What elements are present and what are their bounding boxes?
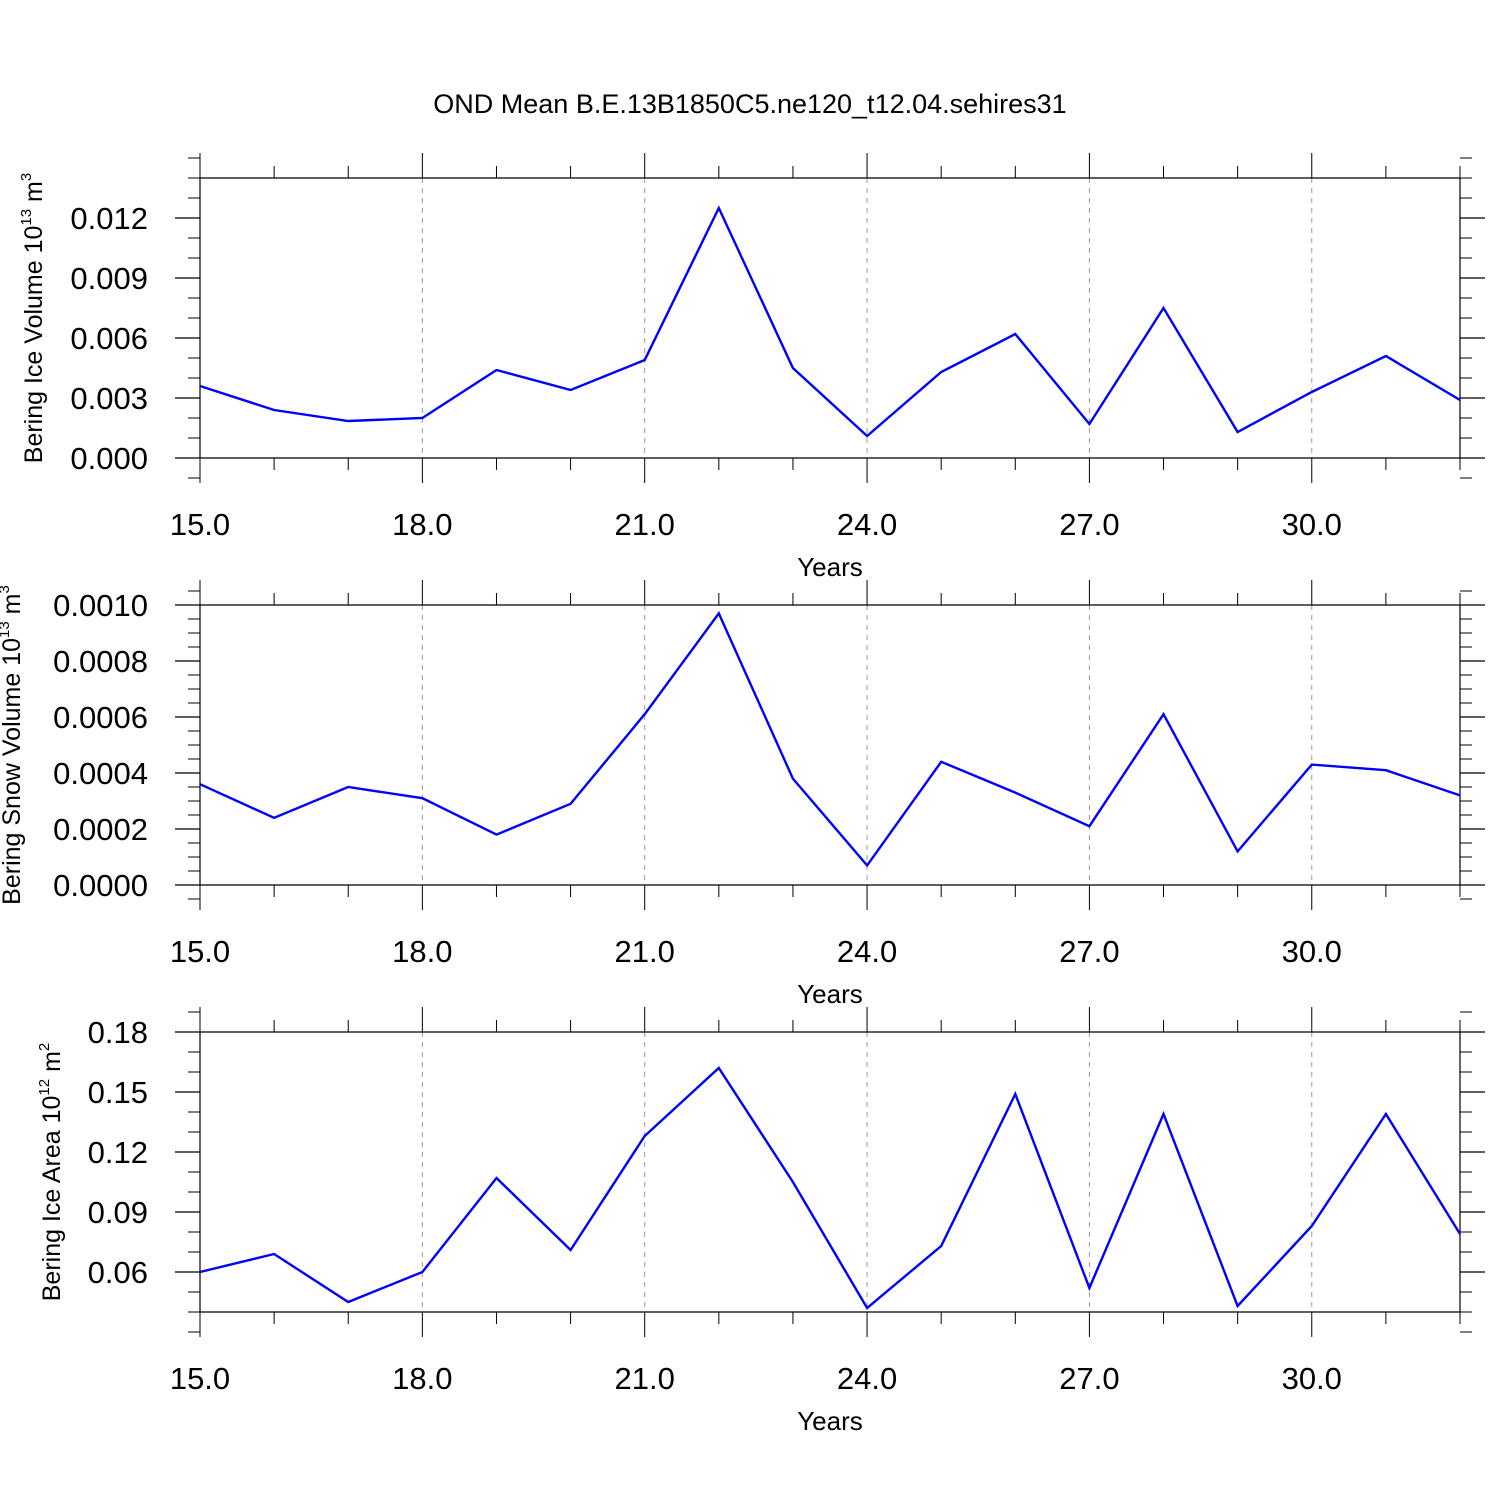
x-tick-label: 15.0 xyxy=(170,1361,230,1396)
y-tick-label: 0.0002 xyxy=(53,812,148,847)
y-tick-label: 0.12 xyxy=(88,1135,148,1170)
y-tick-label: 0.006 xyxy=(70,321,148,356)
y-axis-title-unit: m xyxy=(20,181,48,209)
x-tick-label: 27.0 xyxy=(1059,507,1119,542)
y-tick-label: 0.009 xyxy=(70,261,148,296)
y-axis-title: Bering Snow Volume 1013 m3 xyxy=(0,585,26,905)
chart-title: OND Mean B.E.13B1850C5.ne120_t12.04.sehi… xyxy=(433,89,1066,119)
y-axis-title-exponent: 13 xyxy=(0,621,13,638)
x-tick-label: 18.0 xyxy=(392,934,452,969)
y-tick-label: 0.003 xyxy=(70,381,148,416)
y-tick-label: 0.09 xyxy=(88,1195,148,1230)
y-axis-title-unit-exponent: 3 xyxy=(0,585,13,593)
y-tick-label: 0.15 xyxy=(88,1075,148,1110)
x-tick-label: 18.0 xyxy=(392,1361,452,1396)
y-tick-label: 0.18 xyxy=(88,1015,148,1050)
y-tick-label: 0.0006 xyxy=(53,700,148,735)
x-tick-label: 15.0 xyxy=(170,507,230,542)
x-tick-label: 24.0 xyxy=(837,1361,897,1396)
y-tick-label: 0.0010 xyxy=(53,588,148,623)
x-axis-title: Years xyxy=(797,979,863,1009)
x-tick-label: 30.0 xyxy=(1282,934,1342,969)
x-axis-title: Years xyxy=(797,552,863,582)
x-tick-label: 15.0 xyxy=(170,934,230,969)
y-axis-title-text: Bering Ice Volume 10 xyxy=(20,226,48,464)
y-axis-title-exponent: 12 xyxy=(36,1079,53,1096)
x-axis-title: Years xyxy=(797,1406,863,1436)
y-axis-title-unit-exponent: 3 xyxy=(18,173,35,181)
y-tick-label: 0.0000 xyxy=(53,868,148,903)
y-tick-label: 0.06 xyxy=(88,1255,148,1290)
x-tick-label: 24.0 xyxy=(837,934,897,969)
x-tick-label: 27.0 xyxy=(1059,1361,1119,1396)
x-tick-label: 18.0 xyxy=(392,507,452,542)
y-tick-label: 0.0008 xyxy=(53,644,148,679)
y-axis-title-text: Bering Snow Volume 10 xyxy=(0,638,26,905)
x-tick-label: 30.0 xyxy=(1282,1361,1342,1396)
y-axis-title: Bering Ice Area 1012 m2 xyxy=(36,1043,66,1302)
series-line xyxy=(199,611,1461,868)
series-line xyxy=(199,1066,1462,1310)
panel-3: 0.06 0.09 0.12 0.15 0.18 15.0 18.0 21.0 24.0 27.0… xyxy=(36,1007,1485,1436)
x-tick-label: 24.0 xyxy=(837,507,897,542)
x-tick-label: 30.0 xyxy=(1282,507,1342,542)
series-line xyxy=(199,205,1461,438)
x-tick-label: 21.0 xyxy=(615,1361,675,1396)
y-axis-title-text: Bering Ice Area 10 xyxy=(38,1096,66,1302)
x-tick-label: 21.0 xyxy=(615,507,675,542)
y-tick-label: 0.0004 xyxy=(53,756,148,791)
x-tick-label: 27.0 xyxy=(1059,934,1119,969)
y-axis-title: Bering Ice Volume 1013 m3 xyxy=(18,173,48,463)
y-axis-title-unit-exponent: 2 xyxy=(36,1043,53,1051)
y-axis-title-unit: m xyxy=(0,594,26,622)
x-tick-label: 21.0 xyxy=(615,934,675,969)
panel-2: 0.0000 0.0002 0.0004 0.0006 0.0008 0.0010 15.0… xyxy=(0,580,1485,1009)
chart-panels: 0.000 0.003 0.006 0.009 0.012 15.0 18.0 21.0 24.… xyxy=(0,153,1485,1436)
y-tick-label: 0.012 xyxy=(70,201,148,236)
panel-1: 0.000 0.003 0.006 0.009 0.012 15.0 18.0 21.0 24.… xyxy=(18,153,1485,582)
y-tick-label: 0.000 xyxy=(70,441,148,476)
y-axis-title-exponent: 13 xyxy=(18,209,35,226)
y-axis-title-unit: m xyxy=(38,1051,66,1079)
